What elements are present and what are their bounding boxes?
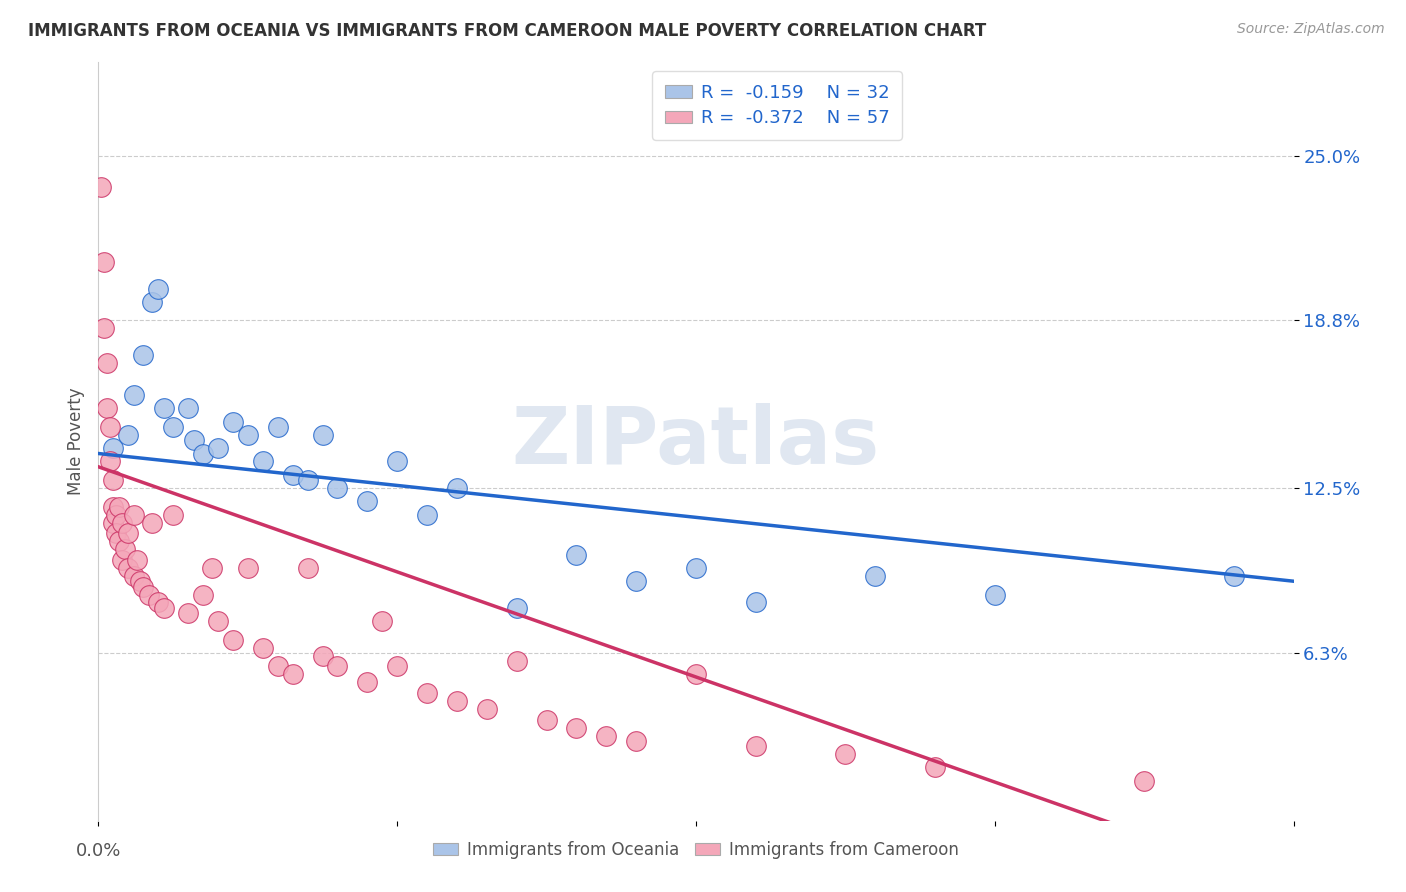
Point — [595, 729, 617, 743]
Point — [267, 420, 290, 434]
Point — [132, 580, 155, 594]
Point — [201, 561, 224, 575]
Point — [475, 702, 498, 716]
Point — [105, 526, 128, 541]
Point — [207, 614, 229, 628]
Point — [108, 500, 131, 514]
Point — [153, 600, 176, 615]
Point — [385, 454, 409, 468]
Point — [984, 587, 1007, 601]
Y-axis label: Male Poverty: Male Poverty — [66, 388, 84, 495]
Point — [207, 441, 229, 455]
Point — [183, 434, 205, 448]
Point — [191, 587, 214, 601]
Point — [108, 534, 131, 549]
Legend: Immigrants from Oceania, Immigrants from Cameroon: Immigrants from Oceania, Immigrants from… — [426, 834, 966, 865]
Point — [236, 428, 259, 442]
Point — [96, 356, 118, 370]
Point — [506, 600, 529, 615]
Point — [132, 348, 155, 362]
Point — [685, 561, 707, 575]
Point — [191, 446, 214, 460]
Text: 0.0%: 0.0% — [76, 842, 121, 860]
Point — [111, 516, 134, 530]
Point — [124, 508, 146, 522]
Point — [685, 667, 707, 681]
Point — [416, 686, 439, 700]
Text: ZIPatlas: ZIPatlas — [512, 402, 880, 481]
Point — [117, 428, 139, 442]
Point — [834, 747, 856, 761]
Point — [98, 454, 122, 468]
Text: IMMIGRANTS FROM OCEANIA VS IMMIGRANTS FROM CAMEROON MALE POVERTY CORRELATION CHA: IMMIGRANTS FROM OCEANIA VS IMMIGRANTS FR… — [28, 22, 987, 40]
Point — [356, 675, 378, 690]
Point — [129, 574, 152, 589]
Point — [446, 694, 468, 708]
Point — [111, 553, 134, 567]
Point — [153, 401, 176, 416]
Point — [326, 481, 349, 495]
Point — [105, 508, 128, 522]
Point — [103, 516, 125, 530]
Point — [356, 494, 378, 508]
Point — [626, 574, 648, 589]
Point — [536, 713, 558, 727]
Point — [117, 561, 139, 575]
Point — [103, 473, 125, 487]
Point — [117, 526, 139, 541]
Point — [1133, 773, 1156, 788]
Point — [252, 640, 274, 655]
Point — [177, 401, 200, 416]
Point — [114, 542, 136, 557]
Point — [416, 508, 439, 522]
Point — [124, 388, 146, 402]
Point — [371, 614, 394, 628]
Point — [127, 553, 149, 567]
Point — [138, 587, 160, 601]
Point — [222, 415, 245, 429]
Point — [865, 569, 887, 583]
Point — [148, 595, 170, 609]
Point — [385, 659, 409, 673]
Point — [506, 654, 529, 668]
Point — [103, 500, 125, 514]
Point — [626, 734, 648, 748]
Point — [148, 282, 170, 296]
Point — [141, 516, 163, 530]
Text: Source: ZipAtlas.com: Source: ZipAtlas.com — [1237, 22, 1385, 37]
Point — [177, 606, 200, 620]
Point — [162, 508, 184, 522]
Point — [281, 667, 304, 681]
Point — [326, 659, 349, 673]
Point — [745, 595, 768, 609]
Point — [311, 428, 333, 442]
Point — [565, 721, 588, 735]
Point — [162, 420, 184, 434]
Point — [90, 180, 112, 194]
Point — [297, 561, 319, 575]
Point — [222, 632, 245, 647]
Point — [924, 760, 946, 774]
Point — [98, 420, 122, 434]
Point — [124, 569, 146, 583]
Point — [1223, 569, 1246, 583]
Point — [297, 473, 319, 487]
Point — [103, 441, 125, 455]
Point — [281, 467, 304, 482]
Point — [93, 255, 115, 269]
Point — [267, 659, 290, 673]
Point — [446, 481, 468, 495]
Point — [311, 648, 333, 663]
Point — [236, 561, 259, 575]
Point — [93, 321, 115, 335]
Point — [141, 294, 163, 309]
Point — [96, 401, 118, 416]
Point — [565, 548, 588, 562]
Point — [745, 739, 768, 753]
Point — [252, 454, 274, 468]
